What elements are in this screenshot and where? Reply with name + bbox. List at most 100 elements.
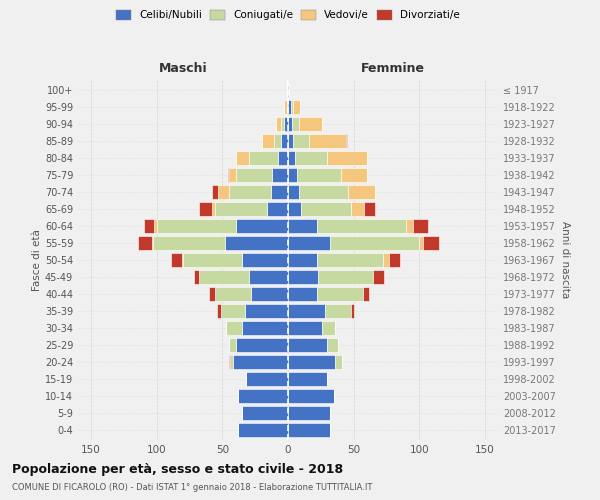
Bar <box>215 287 251 301</box>
Bar <box>423 236 439 250</box>
Bar <box>153 236 225 250</box>
Bar <box>335 355 342 368</box>
Bar <box>225 236 288 250</box>
Bar <box>317 219 406 233</box>
Bar <box>351 304 353 318</box>
Bar <box>183 253 242 267</box>
Bar <box>299 186 349 199</box>
Bar <box>293 100 300 114</box>
Bar <box>235 219 288 233</box>
Bar <box>267 202 288 216</box>
Bar <box>318 270 373 284</box>
Bar <box>284 100 287 114</box>
Bar <box>229 168 235 182</box>
Bar <box>242 321 288 334</box>
Bar <box>351 202 364 216</box>
Y-axis label: Fasce di età: Fasce di età <box>32 229 42 291</box>
Bar <box>288 253 317 267</box>
Bar <box>199 270 248 284</box>
Bar <box>248 270 288 284</box>
Bar <box>341 168 367 182</box>
Bar <box>139 236 151 250</box>
Bar <box>288 321 322 334</box>
Bar <box>288 355 335 368</box>
Bar <box>290 100 293 114</box>
Bar <box>389 253 400 267</box>
Bar <box>242 253 288 267</box>
Bar <box>284 118 288 131</box>
Bar <box>235 152 248 165</box>
Text: COMUNE DI FICAROLO (RO) - Dati ISTAT 1° gennaio 2018 - Elaborazione TUTTITALIA.I: COMUNE DI FICAROLO (RO) - Dati ISTAT 1° … <box>12 482 373 492</box>
Bar <box>230 355 233 368</box>
Text: Maschi: Maschi <box>158 62 208 75</box>
Bar <box>281 134 288 148</box>
Bar <box>233 355 288 368</box>
Bar <box>295 152 328 165</box>
Bar <box>301 202 351 216</box>
Bar <box>242 406 288 419</box>
Bar <box>309 134 346 148</box>
Bar <box>151 236 153 250</box>
Bar <box>383 253 389 267</box>
Bar <box>325 304 351 318</box>
Bar <box>419 236 423 250</box>
Legend: Celibi/Nubili, Coniugati/e, Vedovi/e, Divorziati/e: Celibi/Nubili, Coniugati/e, Vedovi/e, Di… <box>116 10 460 20</box>
Bar <box>276 118 281 131</box>
Bar <box>299 118 322 131</box>
Bar <box>193 270 199 284</box>
Bar <box>288 406 330 419</box>
Bar <box>346 134 347 148</box>
Text: Popolazione per età, sesso e stato civile - 2018: Popolazione per età, sesso e stato civil… <box>12 462 343 475</box>
Bar <box>217 304 221 318</box>
Bar <box>317 253 383 267</box>
Bar <box>288 389 334 402</box>
Bar <box>251 287 288 301</box>
Bar <box>287 100 288 114</box>
Bar <box>292 118 299 131</box>
Bar <box>330 236 419 250</box>
Bar <box>226 321 242 334</box>
Bar <box>262 134 274 148</box>
Bar <box>212 202 215 216</box>
Text: Femmine: Femmine <box>361 62 425 75</box>
Bar <box>406 219 413 233</box>
Bar <box>229 186 271 199</box>
Bar <box>322 321 335 334</box>
Bar <box>171 253 182 267</box>
Bar <box>199 202 212 216</box>
Bar <box>288 236 330 250</box>
Y-axis label: Anni di nascita: Anni di nascita <box>560 222 569 298</box>
Bar <box>288 100 290 114</box>
Bar <box>238 389 288 402</box>
Bar <box>227 168 229 182</box>
Bar <box>154 219 157 233</box>
Bar <box>248 152 277 165</box>
Bar <box>229 338 235 351</box>
Bar <box>363 287 370 301</box>
Bar <box>274 134 281 148</box>
Bar <box>209 287 215 301</box>
Bar <box>317 287 363 301</box>
Bar <box>235 338 288 351</box>
Bar <box>288 219 317 233</box>
Bar <box>246 372 288 386</box>
Bar <box>413 219 428 233</box>
Bar <box>288 338 328 351</box>
Bar <box>157 219 235 233</box>
Bar <box>229 355 230 368</box>
Bar <box>215 202 267 216</box>
Bar <box>212 186 218 199</box>
Bar <box>288 423 330 436</box>
Bar <box>272 168 288 182</box>
Bar <box>288 84 289 97</box>
Bar <box>277 152 288 165</box>
Bar <box>281 118 284 131</box>
Bar <box>143 219 154 233</box>
Bar <box>288 287 317 301</box>
Bar <box>245 304 288 318</box>
Bar <box>238 423 288 436</box>
Bar <box>287 84 288 97</box>
Bar <box>221 304 245 318</box>
Bar <box>349 186 374 199</box>
Bar <box>182 253 183 267</box>
